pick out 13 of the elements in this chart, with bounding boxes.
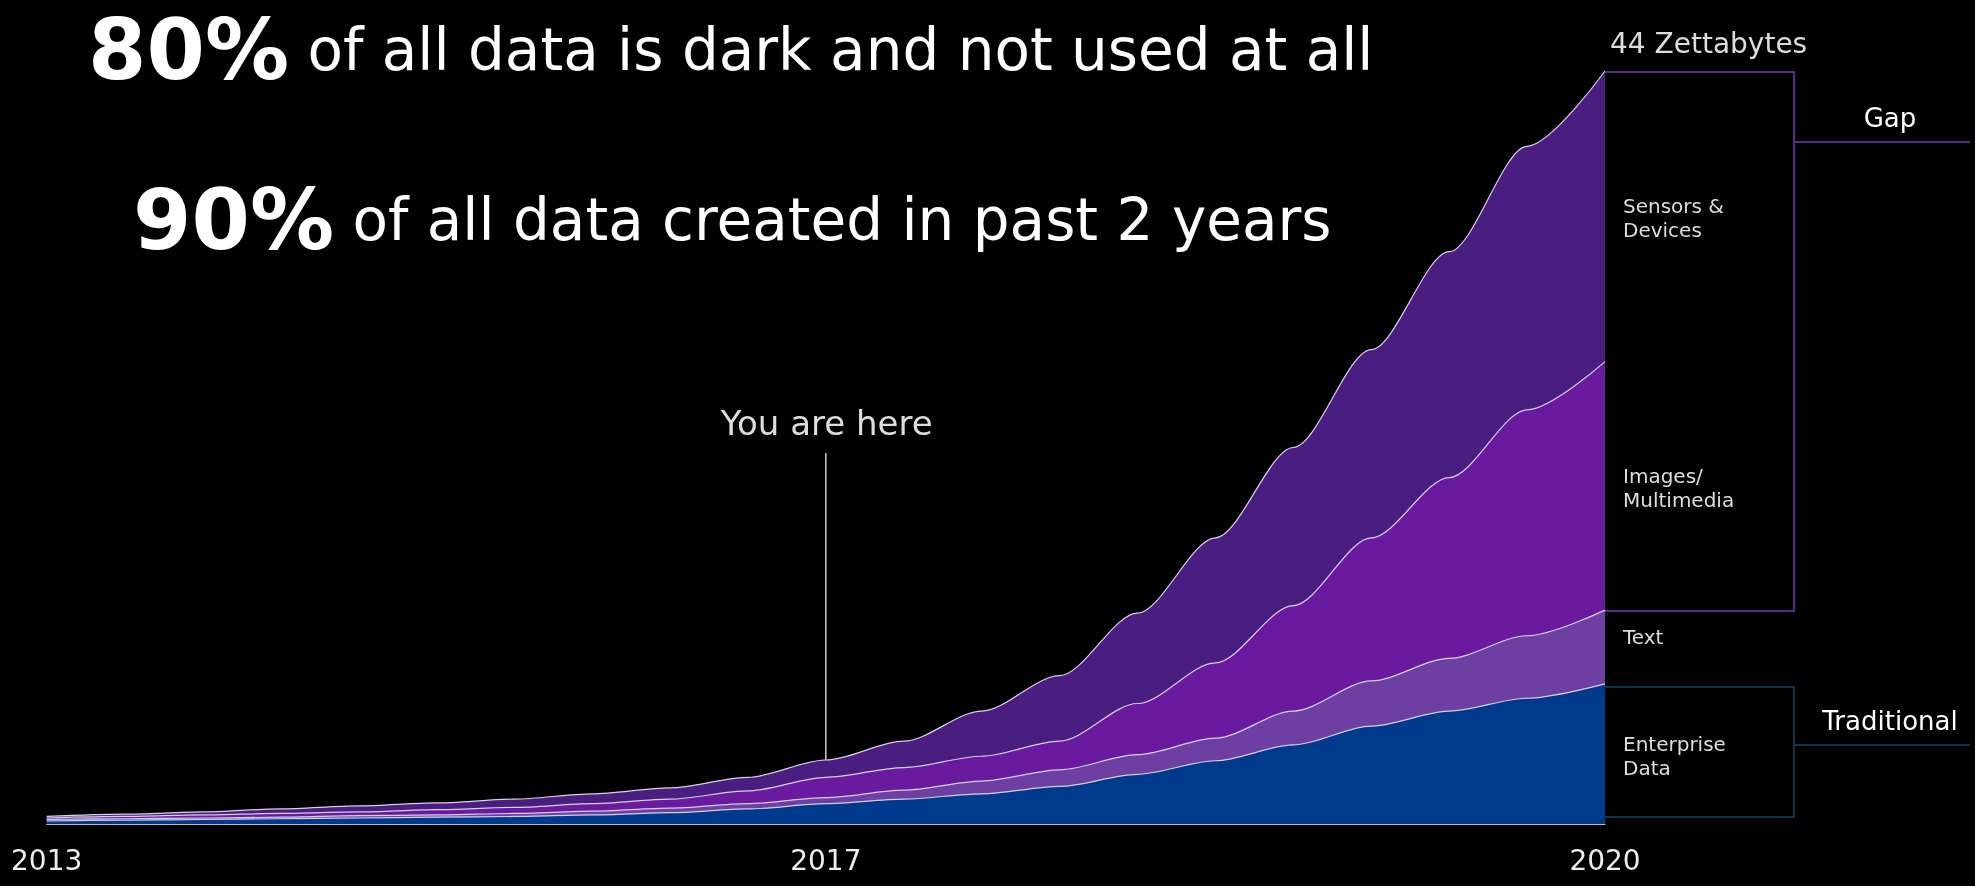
x-tick-label: 2017 (790, 843, 862, 877)
series-label: Text (1622, 625, 1664, 650)
x-tick-label: 2020 (1569, 843, 1641, 877)
x-tick-label: 2013 (11, 843, 83, 877)
chart-title: 80% of all data is dark and not used at all (88, 1, 1374, 99)
series-label: Enterprise Data (1623, 731, 1733, 780)
text: Traditional (1821, 706, 1959, 737)
series-label: Images/ Multimedia (1623, 463, 1735, 512)
text: Gap (1862, 103, 1918, 134)
text: 44 Zettabytes (1610, 27, 1808, 60)
text: 90% of all data created in past 2 years (133, 171, 1332, 269)
ref-line-label: You are here (719, 403, 933, 443)
series-label: Sensors & Devices (1623, 194, 1731, 243)
